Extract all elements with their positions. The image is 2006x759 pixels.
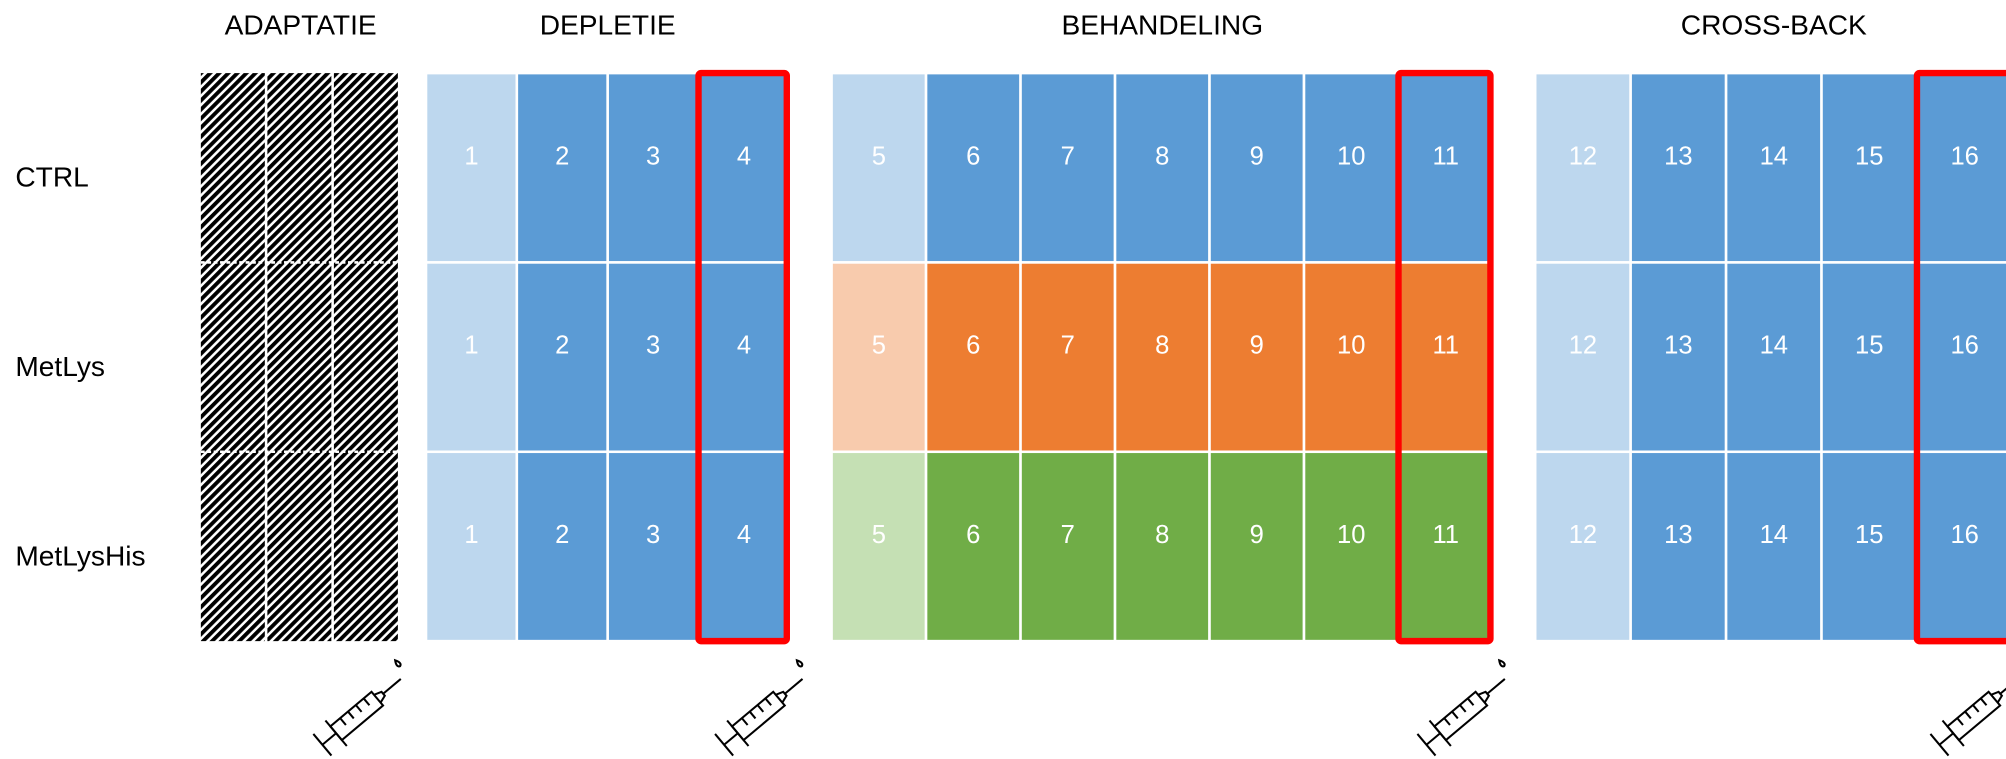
week-number: 1 bbox=[464, 142, 478, 170]
week-number: 3 bbox=[646, 332, 660, 360]
week-number: 5 bbox=[872, 521, 886, 549]
syringe-icon bbox=[1926, 658, 2006, 759]
week-cell bbox=[1724, 450, 1823, 643]
week-cell bbox=[1208, 450, 1306, 643]
week-number: 6 bbox=[966, 521, 980, 549]
week-number: 4 bbox=[737, 332, 751, 360]
week-cell bbox=[1533, 261, 1632, 454]
week-cell bbox=[1302, 450, 1400, 643]
week-number: 5 bbox=[872, 332, 886, 360]
week-cell bbox=[1397, 261, 1495, 454]
week-number: 9 bbox=[1250, 332, 1264, 360]
section-title: BEHANDELING bbox=[1061, 9, 1263, 40]
week-number: 11 bbox=[1432, 142, 1459, 170]
week-number: 13 bbox=[1664, 521, 1692, 549]
section-title: DEPLETIE bbox=[540, 9, 676, 40]
week-number: 16 bbox=[1950, 521, 1978, 549]
week-number: 3 bbox=[646, 142, 660, 170]
week-number: 7 bbox=[1061, 332, 1075, 360]
week-number: 2 bbox=[555, 521, 569, 549]
highlight-box bbox=[695, 69, 790, 645]
week-cell bbox=[1208, 261, 1306, 454]
group-label: MetLys bbox=[15, 351, 105, 382]
week-number: 11 bbox=[1432, 521, 1459, 549]
week-number: 16 bbox=[1950, 142, 1978, 170]
week-cell bbox=[830, 450, 928, 643]
week-number: 4 bbox=[737, 521, 751, 549]
week-cell bbox=[1915, 450, 2006, 643]
week-number: 10 bbox=[1337, 142, 1365, 170]
week-cell bbox=[606, 261, 700, 454]
week-number: 5 bbox=[872, 142, 886, 170]
section-title: CROSS-BACK bbox=[1681, 9, 1867, 40]
week-number: 15 bbox=[1855, 521, 1883, 549]
week-number: 8 bbox=[1155, 332, 1169, 360]
week-number: 1 bbox=[464, 332, 478, 360]
week-number: 14 bbox=[1760, 521, 1788, 549]
week-number: 1 bbox=[464, 521, 478, 549]
syringe-icon bbox=[309, 658, 420, 759]
week-cell bbox=[1820, 261, 1919, 454]
week-cell bbox=[1019, 71, 1117, 264]
week-number: 9 bbox=[1250, 521, 1264, 549]
group-label: MetLysHis bbox=[15, 540, 145, 571]
week-number: 7 bbox=[1061, 521, 1075, 549]
week-number: 8 bbox=[1155, 521, 1169, 549]
week-cell bbox=[1629, 261, 1728, 454]
week-cell bbox=[924, 261, 1022, 454]
syringe-icon bbox=[711, 658, 822, 759]
week-number: 13 bbox=[1664, 142, 1692, 170]
adaptation-block bbox=[267, 73, 332, 642]
week-cell bbox=[515, 261, 609, 454]
week-number: 8 bbox=[1155, 142, 1169, 170]
week-cell bbox=[1113, 450, 1211, 643]
week-cell bbox=[1915, 261, 2006, 454]
week-cell bbox=[1533, 71, 1632, 264]
week-cell bbox=[1113, 261, 1211, 454]
week-number: 7 bbox=[1061, 142, 1075, 170]
week-cell bbox=[606, 450, 700, 643]
week-number: 4 bbox=[737, 142, 751, 170]
highlight-box bbox=[1913, 69, 2006, 645]
week-number: 15 bbox=[1855, 142, 1883, 170]
syringe-icon bbox=[1413, 658, 1524, 759]
section-title: ADAPTATIE bbox=[225, 9, 377, 40]
highlight-box bbox=[1395, 69, 1494, 645]
week-number: 3 bbox=[646, 521, 660, 549]
week-number: 15 bbox=[1855, 332, 1883, 360]
week-number: 12 bbox=[1569, 332, 1597, 360]
week-cell bbox=[1724, 71, 1823, 264]
week-cell bbox=[1533, 450, 1632, 643]
week-number: 2 bbox=[555, 142, 569, 170]
week-number: 16 bbox=[1950, 332, 1978, 360]
week-cell bbox=[424, 71, 519, 264]
week-number: 10 bbox=[1337, 521, 1365, 549]
week-number: 6 bbox=[966, 142, 980, 170]
week-cell bbox=[1820, 450, 1919, 643]
week-number: 13 bbox=[1664, 332, 1692, 360]
grid-layer: ADAPTATIE DEPLETIE BEHANDELING CROSS-BACK CT… bbox=[15, 9, 2006, 645]
adaptation-block bbox=[200, 73, 265, 642]
week-number: 10 bbox=[1337, 332, 1365, 360]
week-cell bbox=[515, 71, 609, 264]
week-cell bbox=[1820, 71, 1919, 264]
adaptation-block bbox=[333, 73, 398, 642]
week-number: 12 bbox=[1569, 521, 1597, 549]
week-number: 14 bbox=[1760, 332, 1788, 360]
week-cell bbox=[606, 71, 700, 264]
week-number: 2 bbox=[555, 332, 569, 360]
week-number: 9 bbox=[1250, 142, 1264, 170]
week-cell bbox=[1397, 71, 1495, 264]
week-number: 12 bbox=[1569, 142, 1597, 170]
week-number: 14 bbox=[1760, 142, 1788, 170]
group-label: CTRL bbox=[15, 162, 88, 193]
week-cell bbox=[924, 71, 1022, 264]
week-cell bbox=[1019, 450, 1117, 643]
week-number: 11 bbox=[1432, 332, 1459, 360]
week-number: 6 bbox=[966, 332, 980, 360]
